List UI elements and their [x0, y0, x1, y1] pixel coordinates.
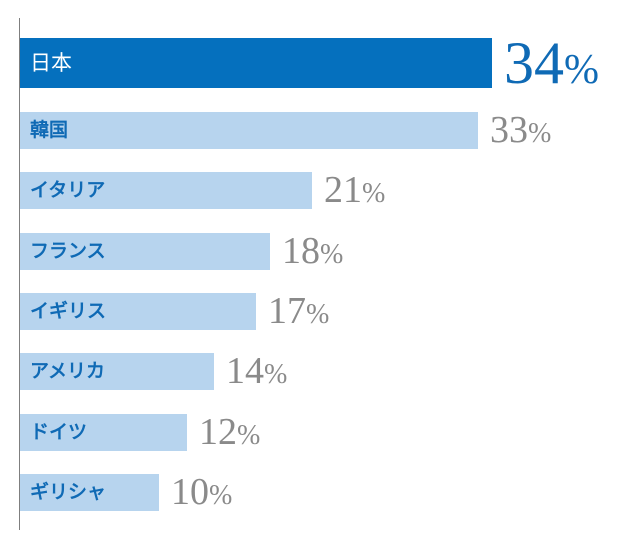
category-label: 日本	[30, 51, 72, 75]
bar-row: フランス 18%	[20, 232, 343, 270]
percent-sign: %	[264, 359, 288, 391]
value-label: 14%	[226, 350, 288, 393]
bar-row: 日本 34%	[20, 33, 599, 93]
bar	[20, 232, 270, 270]
category-label: ドイツ	[30, 420, 88, 443]
value-label: 10%	[171, 470, 233, 513]
bar	[20, 292, 256, 330]
value-number: 33	[490, 109, 528, 151]
bar-row: ギリシャ 10%	[20, 473, 232, 511]
percent-sign: %	[209, 479, 233, 511]
percent-sign: %	[320, 238, 344, 270]
bar	[20, 38, 492, 88]
category-label: ギリシャ	[30, 480, 107, 503]
category-label: イギリス	[30, 299, 107, 322]
bar-row: イタリア 21%	[20, 171, 385, 210]
value-label: 33%	[490, 109, 552, 151]
value-number: 10	[171, 470, 209, 513]
bar-row: アメリカ 14%	[20, 352, 287, 391]
value-label: 17%	[268, 289, 330, 332]
value-number: 14	[226, 350, 264, 393]
percent-sign: %	[528, 118, 552, 149]
value-label: 18%	[282, 229, 344, 272]
percent-sign: %	[306, 298, 330, 330]
value-label: 34%	[504, 33, 599, 93]
bar-row: ドイツ 12%	[20, 413, 260, 451]
category-label: アメリカ	[30, 360, 106, 383]
category-label: 韓国	[30, 119, 69, 141]
value-number: 34	[504, 30, 564, 96]
value-number: 18	[282, 229, 320, 272]
value-number: 12	[199, 410, 237, 453]
bar	[20, 473, 159, 511]
bar-row: イギリス 17%	[20, 292, 329, 330]
percent-sign: %	[362, 178, 386, 210]
value-label: 21%	[324, 169, 386, 212]
category-label: フランス	[30, 239, 106, 262]
percent-sign: %	[237, 419, 261, 451]
bar-row: 韓国 33%	[20, 111, 551, 149]
bar	[20, 112, 478, 149]
y-axis-line	[19, 18, 20, 530]
value-number: 17	[268, 289, 306, 332]
value-number: 21	[324, 169, 362, 212]
bar	[20, 413, 187, 451]
bar	[20, 353, 214, 391]
category-label: イタリア	[30, 179, 106, 202]
percent-sign: %	[564, 47, 599, 93]
value-label: 12%	[199, 410, 261, 453]
bar	[20, 172, 312, 210]
